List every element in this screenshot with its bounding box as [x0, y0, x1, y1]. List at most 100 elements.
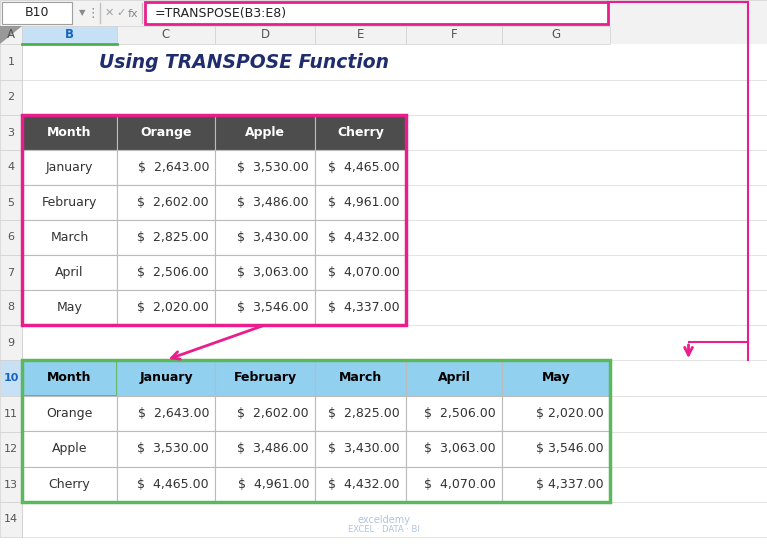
- Text: 3: 3: [8, 127, 15, 138]
- Text: $  3,063.00: $ 3,063.00: [237, 266, 309, 279]
- Bar: [502, 467, 610, 502]
- Bar: [22, 360, 610, 502]
- Text: Month: Month: [48, 371, 92, 384]
- Bar: [215, 255, 315, 290]
- Bar: [117, 150, 215, 185]
- Text: $  4,070.00: $ 4,070.00: [328, 266, 400, 279]
- Text: $  4,465.00: $ 4,465.00: [328, 161, 400, 174]
- Text: 6: 6: [8, 232, 15, 243]
- Bar: [22, 360, 117, 395]
- Bar: [22, 115, 117, 150]
- Bar: [315, 290, 406, 325]
- Text: F: F: [451, 28, 457, 41]
- Bar: [406, 395, 502, 431]
- Text: Orange: Orange: [46, 407, 93, 420]
- Text: May: May: [57, 301, 82, 314]
- Text: January: January: [139, 371, 193, 384]
- Bar: [0, 290, 22, 325]
- Text: $  4,432.00: $ 4,432.00: [328, 231, 400, 244]
- Bar: [502, 431, 610, 467]
- Text: February: February: [42, 196, 97, 209]
- Text: $  3,486.00: $ 3,486.00: [237, 442, 309, 455]
- Bar: [0, 150, 22, 185]
- Text: ✕: ✕: [104, 8, 114, 18]
- Bar: [215, 115, 315, 150]
- Bar: [117, 220, 215, 255]
- Text: Cherry: Cherry: [48, 478, 91, 491]
- Bar: [315, 115, 406, 150]
- Bar: [502, 26, 610, 44]
- Bar: [0, 26, 767, 44]
- Text: $  2,643.00: $ 2,643.00: [137, 161, 209, 174]
- Bar: [315, 26, 406, 44]
- Text: ✓: ✓: [117, 8, 126, 18]
- Bar: [215, 431, 315, 467]
- Bar: [117, 467, 215, 502]
- Text: exceldemy: exceldemy: [357, 515, 410, 525]
- Bar: [22, 467, 117, 502]
- Bar: [315, 467, 406, 502]
- Bar: [117, 185, 215, 220]
- Bar: [502, 395, 610, 431]
- Bar: [0, 502, 22, 537]
- Bar: [215, 185, 315, 220]
- Text: $  4,465.00: $ 4,465.00: [137, 478, 209, 491]
- Polygon shape: [0, 26, 22, 44]
- Text: $ 2,020.00: $ 2,020.00: [536, 407, 604, 420]
- Bar: [117, 26, 215, 44]
- Bar: [0, 360, 22, 396]
- Text: $  3,530.00: $ 3,530.00: [137, 442, 209, 455]
- Text: $  2,506.00: $ 2,506.00: [424, 407, 496, 420]
- Bar: [117, 115, 215, 150]
- Bar: [0, 220, 22, 255]
- Text: $  2,643.00: $ 2,643.00: [137, 407, 209, 420]
- Text: B10: B10: [25, 7, 49, 20]
- Bar: [315, 360, 406, 395]
- Text: G: G: [551, 28, 561, 41]
- Bar: [215, 26, 315, 44]
- Text: May: May: [542, 371, 571, 384]
- Text: $  4,961.00: $ 4,961.00: [328, 196, 400, 209]
- Text: $  2,602.00: $ 2,602.00: [237, 407, 309, 420]
- Bar: [0, 115, 22, 150]
- Text: $ 3,546.00: $ 3,546.00: [536, 442, 604, 455]
- Text: Apple: Apple: [51, 442, 87, 455]
- Text: =TRANSPOSE(B3:E8): =TRANSPOSE(B3:E8): [155, 7, 287, 20]
- Text: $  2,020.00: $ 2,020.00: [137, 301, 209, 314]
- Text: 4: 4: [8, 163, 15, 172]
- Bar: [22, 185, 117, 220]
- Text: Apple: Apple: [245, 126, 285, 139]
- Text: $  3,430.00: $ 3,430.00: [237, 231, 309, 244]
- Bar: [117, 431, 215, 467]
- Bar: [406, 431, 502, 467]
- Text: $  4,070.00: $ 4,070.00: [424, 478, 496, 491]
- Bar: [315, 185, 406, 220]
- Bar: [22, 395, 117, 431]
- Bar: [145, 2, 608, 24]
- Text: 8: 8: [8, 302, 15, 312]
- Text: $  4,432.00: $ 4,432.00: [328, 478, 400, 491]
- Text: fx: fx: [127, 9, 138, 19]
- Text: Using TRANSPOSE Function: Using TRANSPOSE Function: [99, 53, 389, 71]
- Text: 12: 12: [4, 444, 18, 454]
- Bar: [0, 255, 22, 290]
- Bar: [315, 431, 406, 467]
- Bar: [0, 26, 22, 44]
- Text: 10: 10: [3, 373, 18, 383]
- Bar: [315, 395, 406, 431]
- Text: $  4,337.00: $ 4,337.00: [328, 301, 400, 314]
- Text: $  2,825.00: $ 2,825.00: [328, 407, 400, 420]
- Text: E: E: [357, 28, 364, 41]
- Text: D: D: [261, 28, 269, 41]
- Bar: [0, 44, 22, 80]
- Text: April: April: [55, 266, 84, 279]
- Text: $  3,063.00: $ 3,063.00: [424, 442, 496, 455]
- Text: Cherry: Cherry: [337, 126, 384, 139]
- Bar: [117, 255, 215, 290]
- Bar: [22, 255, 117, 290]
- Text: $  2,506.00: $ 2,506.00: [137, 266, 209, 279]
- Bar: [22, 290, 117, 325]
- Bar: [0, 396, 22, 432]
- Bar: [117, 360, 215, 395]
- Text: B: B: [65, 28, 74, 41]
